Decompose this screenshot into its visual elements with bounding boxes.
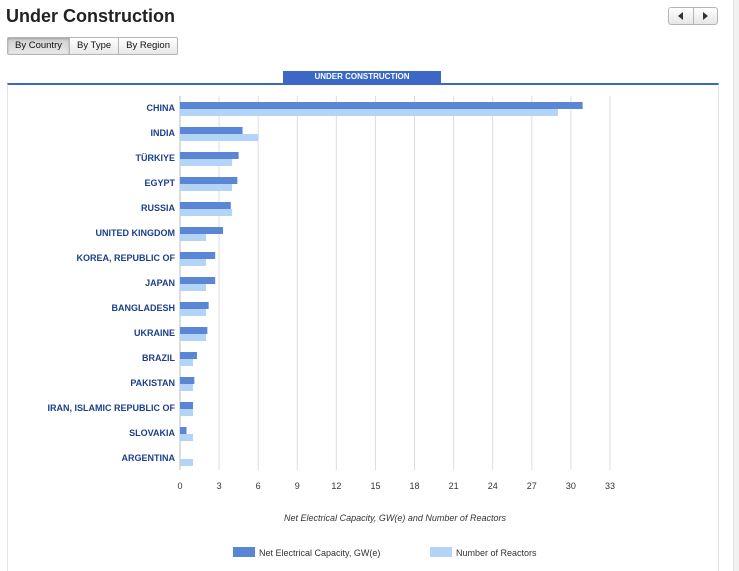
previous-button[interactable] <box>669 8 693 24</box>
capacity-bar <box>180 377 195 384</box>
x-tick-label: 9 <box>295 481 300 491</box>
category-label: JAPAN <box>145 278 175 288</box>
reactors-bar <box>180 434 194 441</box>
capacity-bar <box>180 302 209 309</box>
x-tick-label: 24 <box>488 481 498 491</box>
view-tabs: By Country By Type By Region <box>7 37 178 55</box>
pager <box>668 7 718 25</box>
reactors-bar <box>180 284 207 291</box>
capacity-bar <box>180 352 197 359</box>
category-label: ARGENTINA <box>122 453 176 463</box>
legend-capacity-swatch <box>233 547 255 557</box>
reactors-bar <box>180 234 207 241</box>
category-label: INDIA <box>151 128 176 138</box>
reactors-bar <box>180 134 259 141</box>
chart-panel <box>7 83 719 571</box>
capacity-bar <box>180 327 208 334</box>
capacity-bar <box>180 277 216 284</box>
category-label: KOREA, REPUBLIC OF <box>76 253 175 263</box>
page-title: Under Construction <box>6 6 175 26</box>
reactors-bar <box>180 209 233 216</box>
x-tick-label: 18 <box>410 481 420 491</box>
category-label: RUSSIA <box>141 203 176 213</box>
reactors-bar <box>180 359 194 366</box>
category-label: UNITED KINGDOM <box>96 228 176 238</box>
category-label: EGYPT <box>144 178 175 188</box>
reactors-bar <box>180 184 233 191</box>
x-tick-label: 3 <box>217 481 222 491</box>
capacity-bar <box>180 202 231 209</box>
legend-reactors-label: Number of Reactors <box>456 548 537 558</box>
x-tick-label: 21 <box>449 481 459 491</box>
tab-by-region[interactable]: By Region <box>118 38 177 54</box>
x-tick-label: 33 <box>605 481 615 491</box>
x-axis-title: Net Electrical Capacity, GW(e) and Numbe… <box>284 513 506 523</box>
reactors-bar <box>180 384 194 391</box>
category-label: BRAZIL <box>142 353 175 363</box>
arrow-left-icon <box>678 12 684 20</box>
arrow-right-icon <box>702 12 708 20</box>
capacity-bar <box>180 152 239 159</box>
category-label: BANGLADESH <box>111 303 175 313</box>
tab-by-type[interactable]: By Type <box>69 38 118 54</box>
legend-capacity-label: Net Electrical Capacity, GW(e) <box>259 548 380 558</box>
reactors-bar <box>180 309 207 316</box>
next-button[interactable] <box>692 8 718 24</box>
capacity-bar <box>180 127 243 134</box>
x-tick-label: 15 <box>370 481 380 491</box>
legend-reactors-swatch <box>430 547 452 557</box>
panel-tab: UNDER CONSTRUCTION <box>283 71 441 83</box>
capacity-bar <box>180 427 187 434</box>
capacity-bar <box>180 252 216 259</box>
reactors-bar <box>180 409 194 416</box>
reactors-bar <box>180 459 194 466</box>
capacity-bar <box>180 402 194 409</box>
x-tick-label: 12 <box>331 481 341 491</box>
x-tick-label: 27 <box>527 481 537 491</box>
x-tick-label: 6 <box>256 481 261 491</box>
x-tick-label: 0 <box>177 481 182 491</box>
capacity-bar <box>180 177 238 184</box>
category-label: CHINA <box>147 103 176 113</box>
reactors-bar <box>180 109 558 116</box>
scrollbar[interactable] <box>733 0 739 571</box>
category-label: UKRAINE <box>134 328 175 338</box>
tab-by-country[interactable]: By Country <box>8 38 69 54</box>
reactors-bar <box>180 334 207 341</box>
reactors-bar <box>180 159 233 166</box>
capacity-bar <box>180 102 583 109</box>
capacity-bar <box>180 227 223 234</box>
x-tick-label: 30 <box>566 481 576 491</box>
reactors-bar <box>180 259 207 266</box>
category-label: PAKISTAN <box>130 378 175 388</box>
category-label: IRAN, ISLAMIC REPUBLIC OF <box>48 403 176 413</box>
category-label: TÜRKIYE <box>135 153 175 163</box>
category-label: SLOVAKIA <box>129 428 175 438</box>
